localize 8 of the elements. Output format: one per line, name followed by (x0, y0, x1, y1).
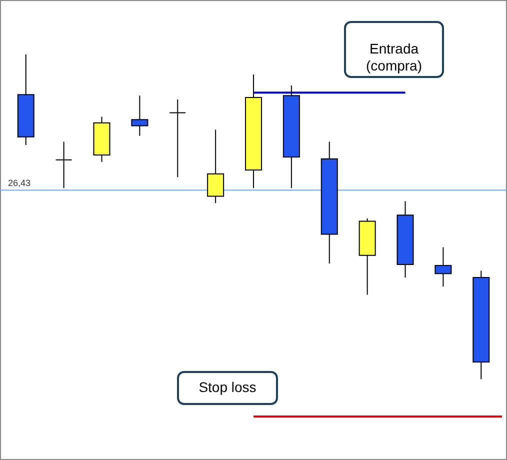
ref-line-label: Stop loss (198, 379, 256, 395)
ref-line-label: Entrada (compra) (366, 40, 422, 74)
candlestick (434, 246, 452, 288)
candlestick (55, 141, 72, 189)
annotation: 26,43 (8, 178, 31, 188)
candlestick (169, 98, 186, 178)
candlestick (131, 95, 148, 136)
candlestick (207, 129, 224, 204)
